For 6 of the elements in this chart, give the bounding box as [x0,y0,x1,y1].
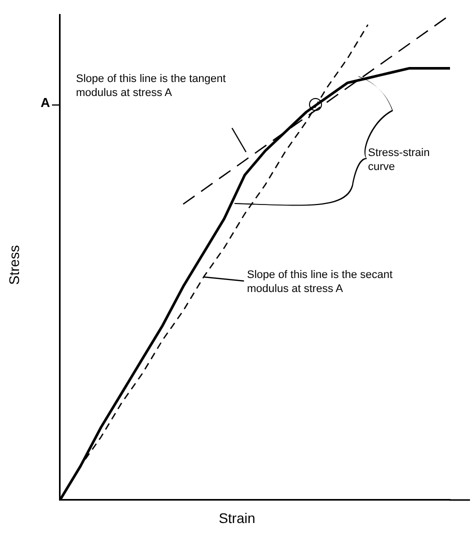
annotation: Slope of this line is the secant modulus at stress A [247,268,394,296]
annotation: Stress-strain curve [368,146,431,174]
x-axis-title: Strain [218,510,256,526]
text: A [40,95,50,110]
y-axis-title: Stress [6,245,22,285]
annotation: Slope of this line is the tangent modulus at stress A [76,72,227,100]
